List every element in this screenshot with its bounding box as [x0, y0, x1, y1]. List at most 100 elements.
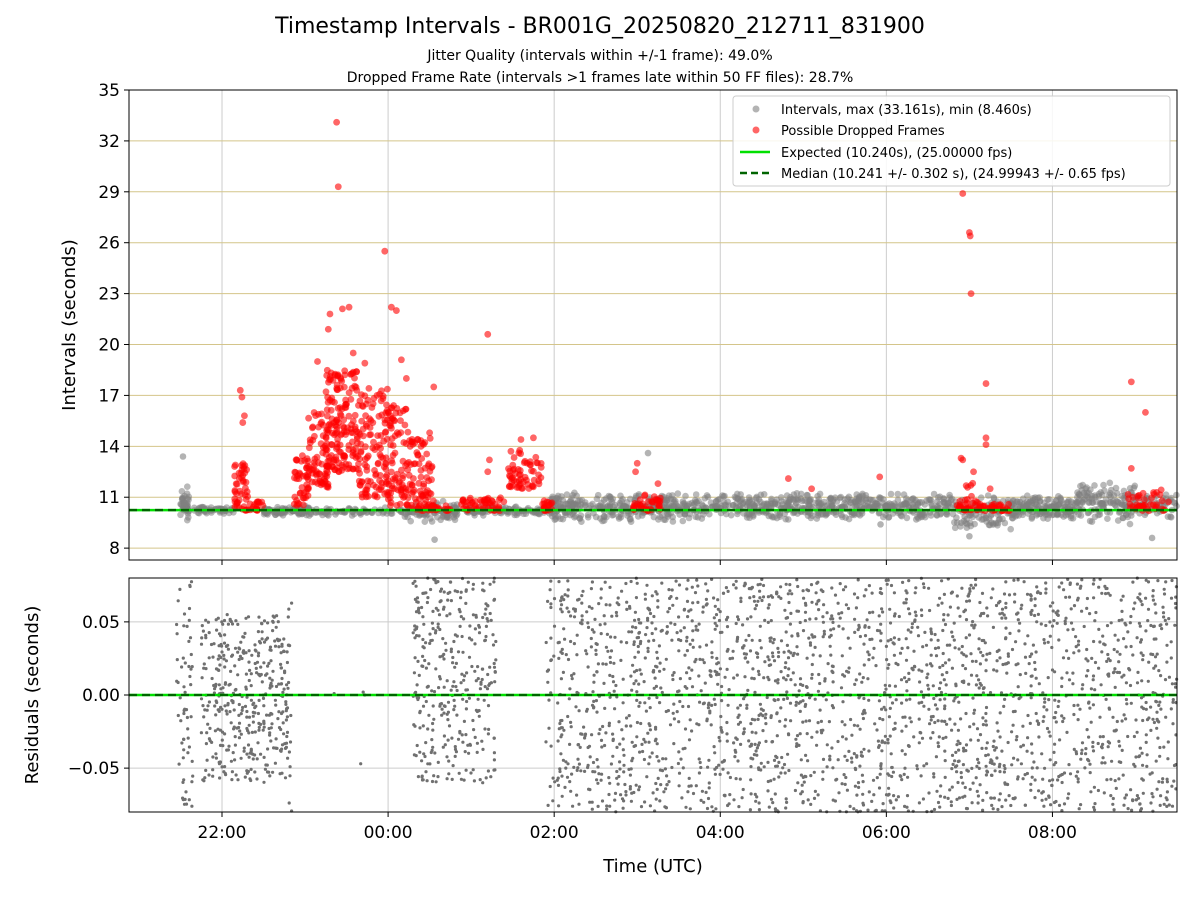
residual-point: [704, 582, 708, 586]
residual-point: [931, 684, 935, 688]
residual-point: [639, 672, 643, 676]
residual-point: [433, 751, 437, 755]
legend-dropped-marker: [752, 126, 760, 134]
residual-point: [932, 772, 936, 776]
dropped-frame-point: [427, 490, 435, 498]
residual-point: [596, 765, 600, 769]
dropped-frame-point: [402, 405, 409, 413]
residual-point: [779, 670, 783, 674]
dropped-frame-point: [391, 449, 399, 457]
residual-point: [255, 660, 260, 664]
residual-point: [854, 767, 858, 772]
residual-point: [244, 651, 248, 655]
residual-point: [420, 759, 424, 763]
intervals-y-tick-label: 20: [98, 336, 120, 356]
residual-point: [687, 738, 692, 742]
interval-point: [847, 499, 854, 506]
dropped-frame-point: [393, 429, 401, 436]
residual-point: [578, 745, 582, 750]
dropped-frame-point: [982, 441, 990, 449]
residual-point: [713, 702, 717, 707]
residual-point: [594, 648, 598, 652]
residual-point: [682, 626, 686, 630]
residual-point: [785, 643, 790, 648]
residual-point: [776, 646, 780, 651]
residual-point: [217, 632, 222, 636]
residual-point: [749, 765, 753, 769]
residual-point: [482, 698, 486, 702]
residual-point: [841, 700, 845, 704]
residual-point: [586, 625, 591, 630]
residual-point: [932, 807, 937, 812]
dropped-frame-point: [484, 468, 492, 476]
residual-point: [175, 658, 179, 662]
interval-point: [306, 512, 313, 519]
dropped-frame-point: [240, 463, 247, 471]
residual-point: [564, 760, 568, 764]
interval-point: [740, 510, 747, 517]
residual-point: [904, 597, 909, 601]
interval-point: [427, 515, 434, 522]
residual-point: [788, 589, 792, 593]
residual-point: [829, 628, 833, 632]
residual-point: [635, 735, 639, 739]
dropped-frame-point: [515, 449, 523, 457]
residual-point: [229, 669, 233, 674]
residual-point: [199, 731, 203, 735]
residual-point: [188, 583, 192, 588]
residual-point: [685, 639, 689, 643]
residual-point: [229, 759, 233, 763]
residual-point: [285, 650, 289, 654]
residual-point: [694, 784, 698, 788]
residual-point: [716, 607, 720, 611]
residual-point: [480, 739, 484, 743]
residual-point: [978, 662, 983, 666]
residual-point: [775, 734, 779, 738]
residual-point: [718, 739, 722, 743]
interval-point: [1045, 511, 1052, 519]
residual-point: [492, 768, 496, 772]
residual-point: [249, 672, 253, 676]
residual-point: [232, 708, 236, 712]
residual-point: [889, 638, 893, 642]
residual-point: [608, 673, 612, 678]
residual-point: [204, 636, 208, 640]
residual-point: [492, 751, 496, 755]
dropped-frame-point: [535, 471, 542, 479]
residual-point: [632, 744, 636, 749]
residual-point: [273, 639, 277, 643]
residual-point: [795, 645, 799, 649]
residual-point: [552, 624, 557, 628]
residual-point: [253, 770, 257, 774]
residual-point: [237, 721, 242, 725]
residual-point: [241, 705, 245, 710]
residual-point: [686, 704, 691, 709]
residual-point: [461, 650, 465, 654]
dropped-frame-point: [347, 395, 355, 403]
residual-point: [866, 650, 870, 654]
residual-point: [646, 616, 650, 620]
residual-point: [878, 772, 882, 776]
interval-point: [833, 498, 841, 505]
residual-point: [611, 732, 615, 736]
dropped-frame-point: [1158, 497, 1166, 505]
residual-point: [202, 662, 206, 666]
residual-point: [848, 646, 852, 650]
residual-point: [633, 618, 637, 622]
residual-point: [772, 777, 776, 781]
residual-point: [624, 724, 628, 728]
residual-point: [769, 797, 774, 801]
residual-point: [418, 726, 422, 730]
residual-point: [567, 697, 571, 701]
residual-point: [629, 674, 633, 678]
residual-point: [566, 714, 570, 719]
residual-point: [451, 661, 455, 665]
residual-point: [655, 656, 660, 660]
residual-point: [995, 756, 999, 760]
residual-point: [629, 799, 634, 803]
residual-point: [709, 723, 713, 727]
residual-point: [743, 656, 748, 660]
residual-point: [274, 684, 279, 689]
residual-point: [272, 746, 276, 750]
residual-point: [654, 727, 658, 731]
